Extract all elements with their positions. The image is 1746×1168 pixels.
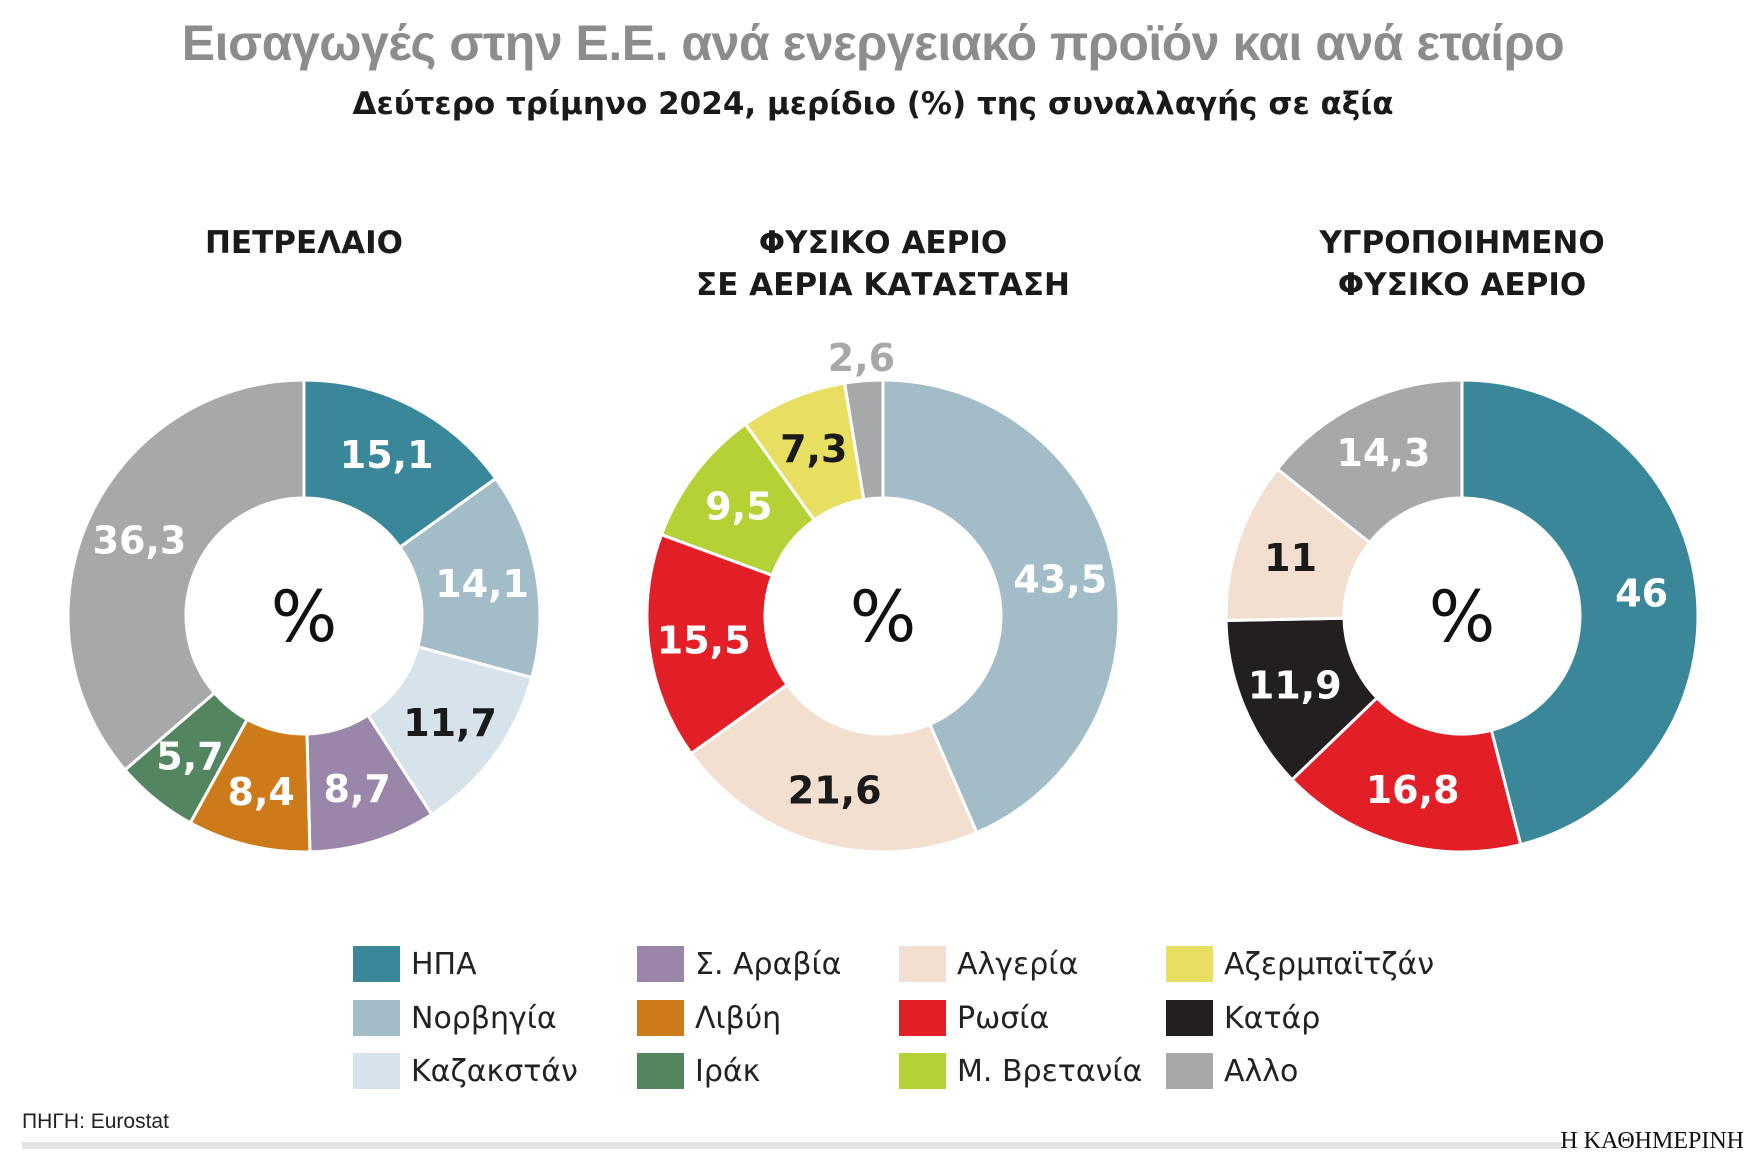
- data-label-algeria: 21,6: [788, 768, 882, 812]
- legend-swatch: [899, 946, 946, 982]
- chart-title-oil: ΠΕΤΡΕΛΑΙΟ: [54, 222, 554, 264]
- legend-swatch: [899, 1053, 946, 1089]
- data-label-norway: 14,1: [435, 562, 529, 606]
- source-note: ΠΗΓΗ: Eurostat: [22, 1110, 169, 1133]
- main-title: Εισαγωγές στην Ε.Ε. ανά ενεργειακό προϊό…: [181, 15, 1565, 71]
- legend-item-uk: Μ. Βρετανία: [899, 1052, 1142, 1090]
- slice-other: [1275, 378, 1464, 545]
- legend-swatch: [353, 1000, 400, 1036]
- legend-swatch: [637, 946, 684, 982]
- data-label-kazakhstan: 11,7: [403, 701, 497, 745]
- legend-item-usa: ΗΠΑ: [353, 945, 477, 983]
- data-label-iraq: 5,7: [156, 735, 223, 779]
- data-label-norway: 43,5: [1013, 557, 1107, 601]
- chart-title-line: ΦΥΣΙΚΟ ΑΕΡΙΟ: [1337, 267, 1587, 303]
- slice-other: [842, 378, 885, 502]
- data-label-other: 14,3: [1337, 431, 1431, 475]
- data-label-other: 36,3: [93, 518, 187, 562]
- data-label-russia: 16,8: [1366, 768, 1460, 812]
- legend-label: Νορβηγία: [411, 1000, 557, 1036]
- legend-label: Σ. Αραβία: [695, 946, 842, 982]
- slice-russia: [645, 532, 790, 756]
- legend-item-libya: Λιβύη: [637, 999, 781, 1037]
- legend-swatch: [637, 1053, 684, 1089]
- slice-norway: [397, 476, 542, 680]
- center-percent-label: %: [1429, 576, 1496, 658]
- subtitle: Δεύτερο τρίμηνο 2024, μερίδιο (%) της συ…: [352, 86, 1394, 122]
- legend-item-algeria: Αλγερία: [899, 945, 1078, 983]
- data-label-qatar: 11,9: [1248, 663, 1342, 707]
- legend-item-norway: Νορβηγία: [353, 999, 557, 1037]
- legend-swatch: [1166, 946, 1213, 982]
- data-label-azerbaijan: 7,3: [780, 427, 847, 471]
- legend-item-saudi: Σ. Αραβία: [637, 945, 841, 983]
- chart-title-line: ΥΓΡΟΠΟΙΗΜΕΝΟ: [1319, 225, 1605, 261]
- data-label-algeria: 11: [1264, 536, 1317, 580]
- legend-label: Ιράκ: [695, 1053, 761, 1089]
- legend-swatch: [1166, 1000, 1213, 1036]
- slice-algeria: [689, 682, 979, 854]
- footer-bar: [22, 1142, 1562, 1149]
- slice-russia: [1289, 695, 1523, 854]
- legend-swatch: [1166, 1053, 1213, 1089]
- legend-swatch: [899, 1000, 946, 1036]
- legend-label: Λιβύη: [695, 1000, 782, 1036]
- chart-title-gas: ΦΥΣΙΚΟ ΑΕΡΙΟ ΣΕ ΑΕΡΙΑ ΚΑΤΑΣΤΑΣΗ: [633, 222, 1133, 306]
- chart-title-line: ΣΕ ΑΕΡΙΑ ΚΑΤΑΣΤΑΣΗ: [696, 267, 1070, 303]
- data-label-saudi: 8,7: [324, 767, 391, 811]
- legend-item-iraq: Ιράκ: [637, 1052, 760, 1090]
- legend-label: Ρωσία: [957, 1000, 1050, 1036]
- chart-title-line: ΠΕΤΡΕΛΑΙΟ: [204, 225, 404, 261]
- data-label-other: 2,6: [828, 336, 895, 380]
- center-percent-label: %: [271, 576, 338, 658]
- legend-item-azerbaijan: Αζερμπαϊτζάν: [1166, 945, 1434, 983]
- legend-item-kazakhstan: Καζακστάν: [353, 1052, 578, 1090]
- publisher-logo: Η ΚΑΘΗΜΕΡΙΝΗ: [1560, 1128, 1744, 1154]
- legend-item-russia: Ρωσία: [899, 999, 1049, 1037]
- center-percent-label: %: [850, 576, 917, 658]
- legend-label: Μ. Βρετανία: [957, 1053, 1143, 1089]
- legend-item-other: Αλλο: [1166, 1052, 1298, 1090]
- legend-label: Κατάρ: [1224, 1000, 1321, 1036]
- data-label-usa: 15,1: [340, 433, 434, 477]
- slice-usa: [1460, 378, 1700, 847]
- data-label-libya: 8,4: [228, 770, 295, 814]
- legend-label: ΗΠΑ: [411, 946, 477, 982]
- legend-label: Αζερμπαϊτζάν: [1224, 946, 1435, 982]
- legend-label: Καζακστάν: [411, 1053, 578, 1089]
- data-label-uk: 9,5: [705, 484, 772, 528]
- data-label-usa: 46: [1615, 571, 1668, 615]
- legend-swatch: [353, 946, 400, 982]
- chart-title-lng: ΥΓΡΟΠΟΙΗΜΕΝΟ ΦΥΣΙΚΟ ΑΕΡΙΟ: [1212, 222, 1712, 306]
- legend-label: Αλλο: [1224, 1053, 1299, 1089]
- slice-other: [66, 378, 306, 772]
- legend-item-qatar: Κατάρ: [1166, 999, 1320, 1037]
- data-label-russia: 15,5: [657, 618, 751, 662]
- legend-label: Αλγερία: [957, 946, 1079, 982]
- legend-swatch: [637, 1000, 684, 1036]
- legend-swatch: [353, 1053, 400, 1089]
- slice-usa: [302, 378, 498, 550]
- chart-title-line: ΦΥΣΙΚΟ ΑΕΡΙΟ: [758, 225, 1008, 261]
- slice-norway: [881, 378, 1121, 835]
